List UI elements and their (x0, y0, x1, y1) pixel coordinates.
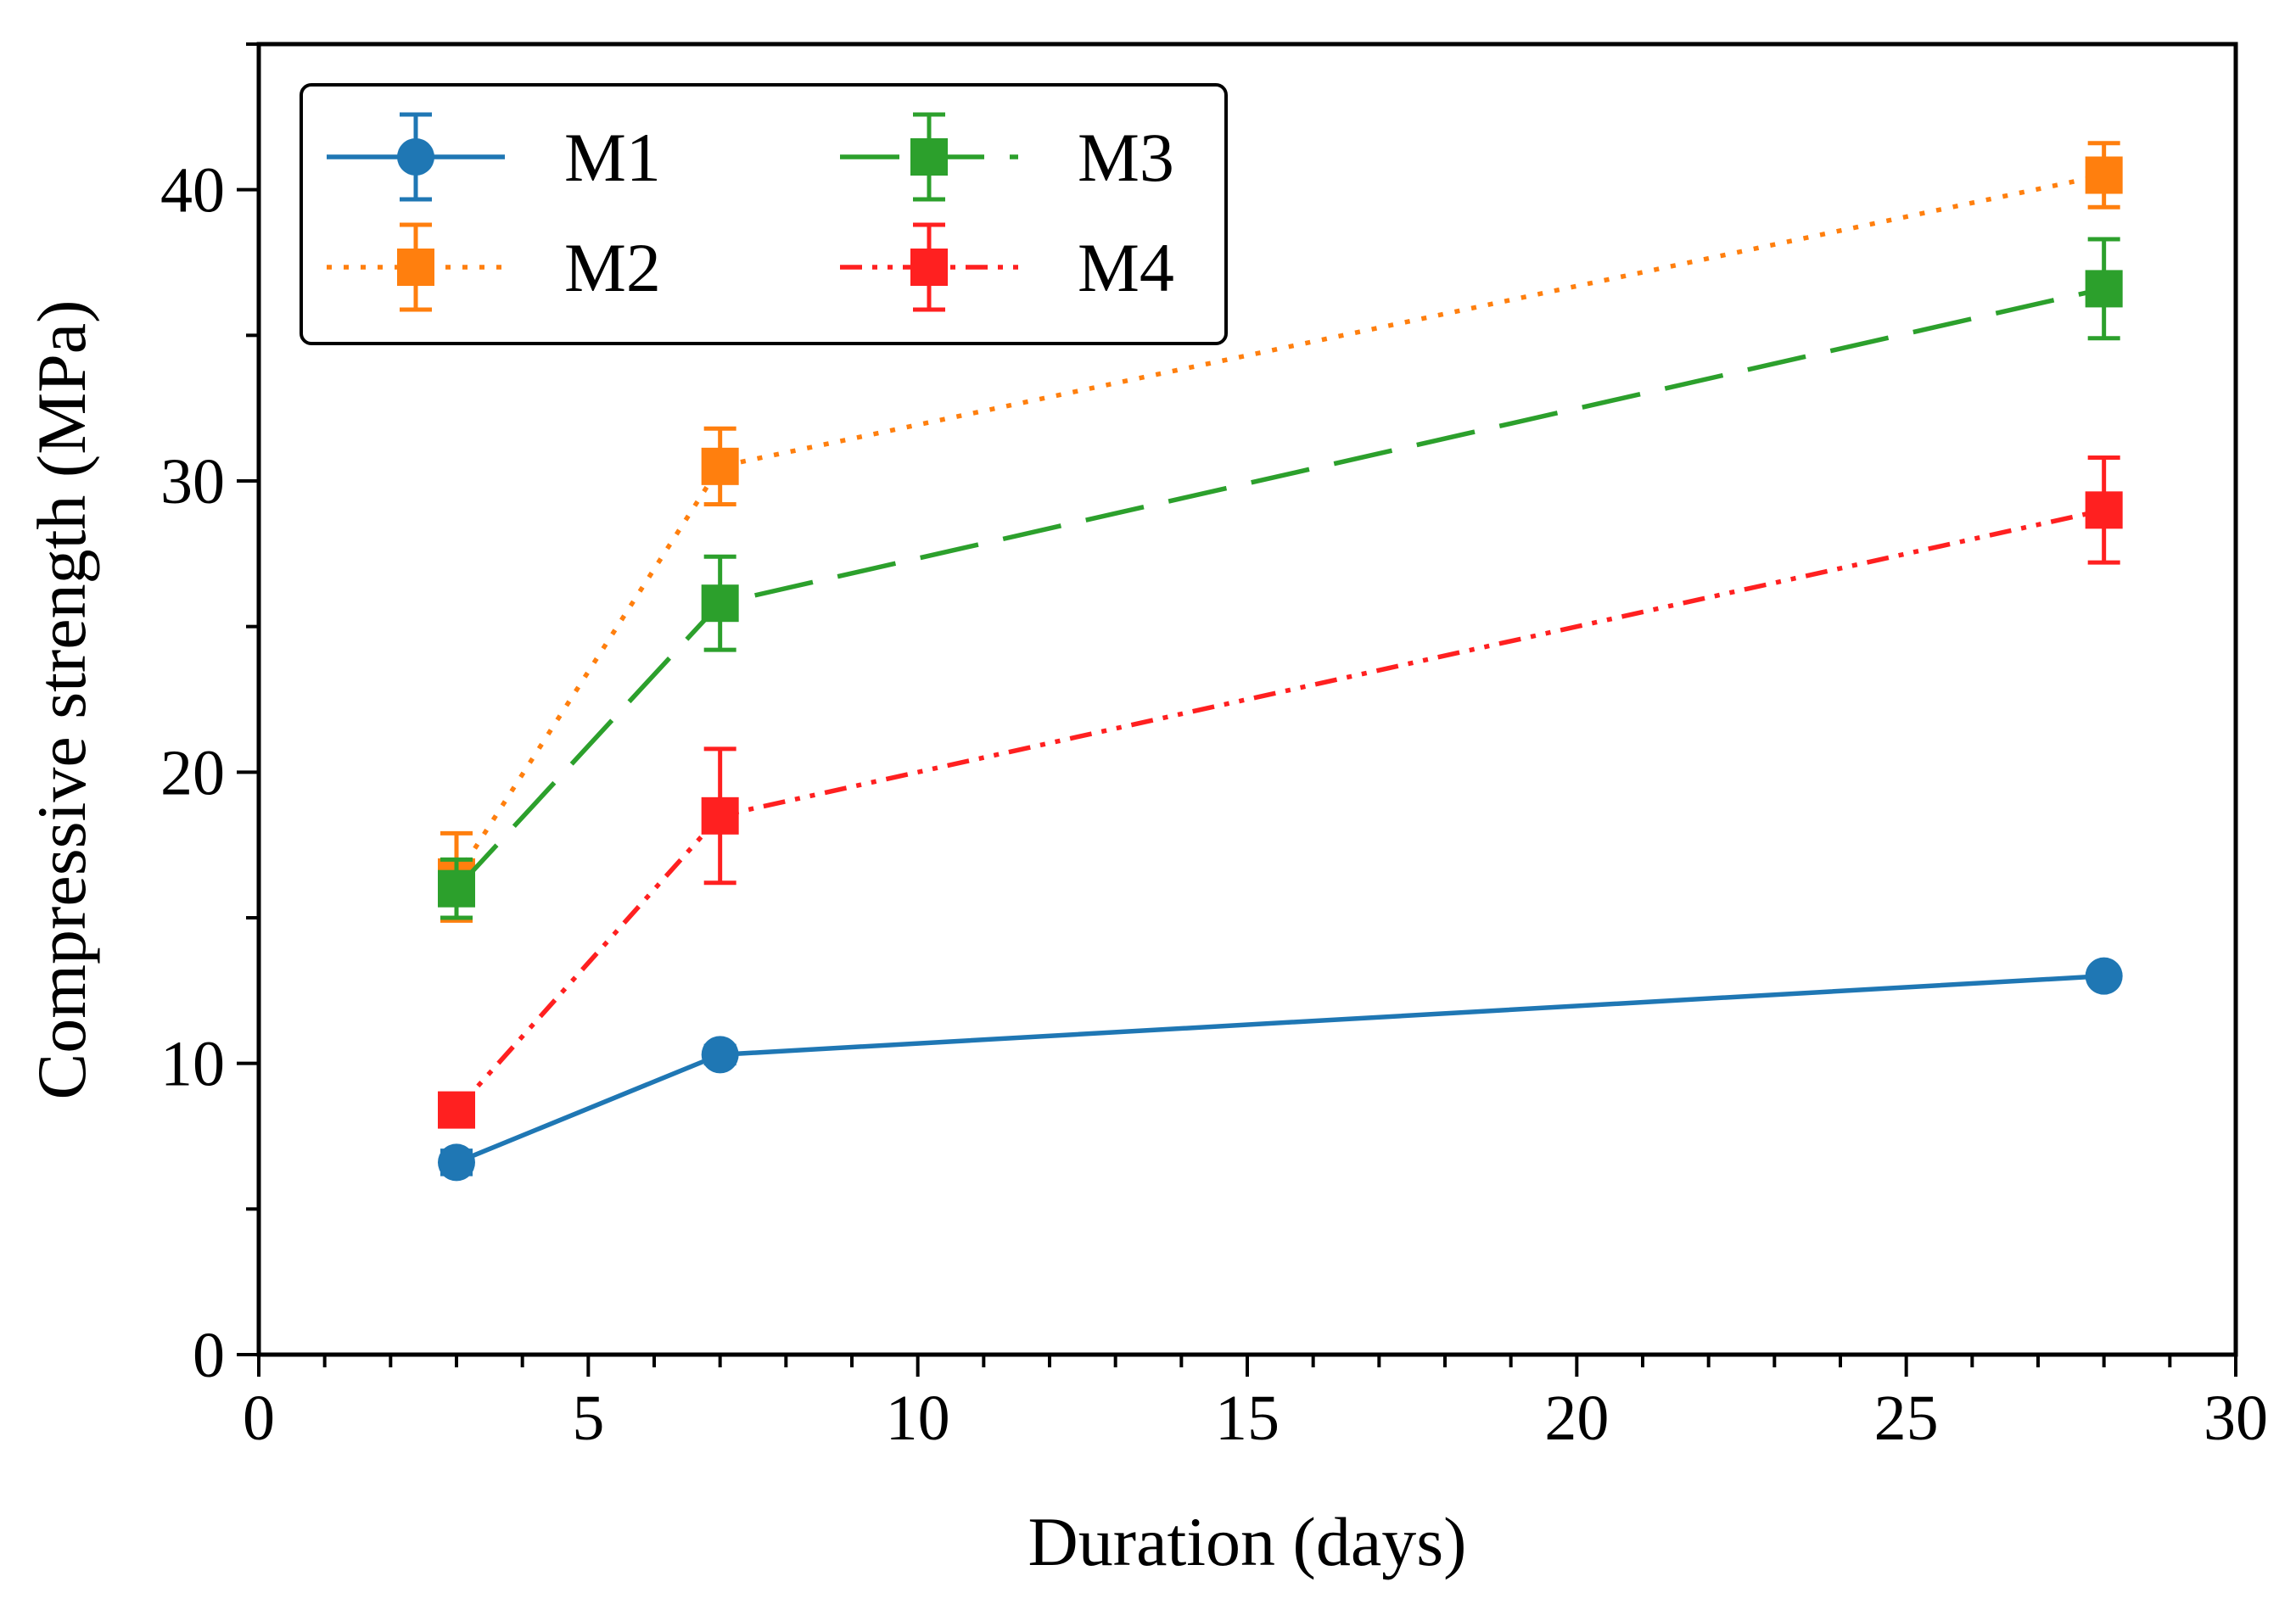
legend-marker (397, 138, 434, 176)
y-tick-label: 0 (193, 1320, 225, 1391)
x-tick-label: 10 (886, 1383, 950, 1454)
series-m2-point (701, 447, 739, 485)
x-tick-label: 15 (1215, 1383, 1280, 1454)
series-m4-point (438, 1091, 475, 1129)
legend-item-m2: M2 (327, 222, 661, 312)
y-tick-label: 10 (160, 1029, 225, 1100)
series-m3-point (701, 584, 739, 623)
series-m4 (438, 455, 2123, 1129)
legend-marker (397, 249, 434, 286)
series-m4-point (2085, 491, 2123, 529)
legend-marker (910, 138, 948, 176)
y-tick-label: 20 (160, 737, 225, 808)
series-m3-point (438, 869, 475, 908)
y-axis-title: Compressive strength (MPa) (23, 300, 100, 1100)
legend-item-m1: M1 (327, 112, 661, 202)
series-m1-point (701, 1036, 739, 1074)
x-tick-label: 0 (243, 1383, 275, 1454)
legend-label: M3 (1078, 119, 1174, 196)
ticks-layer: 0 5 10 15 20 25 30 0 10 20 30 40 (160, 42, 2268, 1454)
x-tick-label: 25 (1874, 1383, 1939, 1454)
legend-label: M4 (1078, 229, 1174, 306)
legend-frame (300, 83, 1228, 345)
y-tick-label: 40 (160, 155, 225, 226)
series-layer (438, 141, 2123, 1182)
series-m4-point (701, 796, 739, 835)
x-tick-label: 30 (2204, 1383, 2268, 1454)
y-tick-label: 30 (160, 446, 225, 517)
series-m2-point (2085, 156, 2123, 194)
x-axis-title: Duration (days) (1028, 1503, 1467, 1580)
legend-item-m3: M3 (840, 112, 1174, 202)
legend-item-m4: M4 (840, 222, 1174, 312)
legend-marker (910, 249, 948, 286)
legend: M1 M2 M3 M4 (300, 83, 1228, 345)
x-tick-label: 20 (1544, 1383, 1609, 1454)
legend-label: M1 (564, 119, 661, 196)
series-m3-point (2085, 270, 2123, 308)
series-m3 (438, 237, 2123, 920)
series-m1-point (438, 1143, 475, 1182)
series-m1-point (2085, 957, 2123, 995)
series-m1 (438, 957, 2123, 1182)
x-tick-label: 5 (572, 1383, 604, 1454)
legend-label: M2 (564, 229, 661, 306)
